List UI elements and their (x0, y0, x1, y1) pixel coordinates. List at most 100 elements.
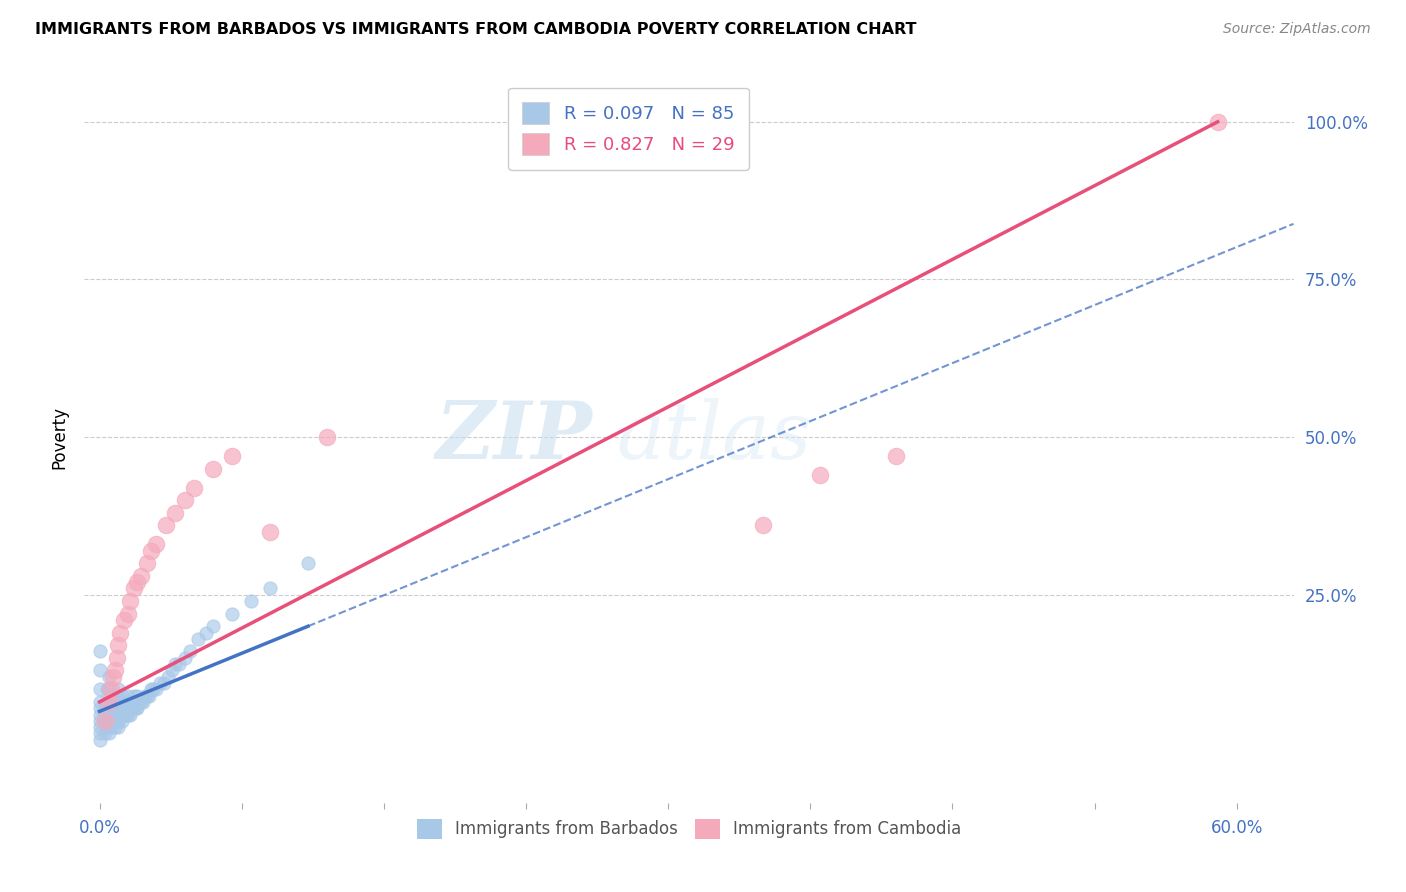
Point (107, 707, 129, 722)
Point (94, 714, 117, 728)
Point (100, 682, 122, 697)
Point (139, 543, 162, 558)
Point (149, 676, 172, 690)
Point (129, 695, 152, 709)
Point (111, 701, 134, 715)
Point (173, 493, 195, 508)
Text: IMMIGRANTS FROM BARBADOS VS IMMIGRANTS FROM CAMBODIA POVERTY CORRELATION CHART: IMMIGRANTS FROM BARBADOS VS IMMIGRANTS F… (35, 22, 917, 37)
Point (100, 720, 122, 734)
Point (117, 607, 139, 621)
Point (221, 449, 243, 463)
Point (94, 701, 117, 715)
Point (142, 682, 165, 697)
Point (89, 644, 111, 658)
Point (98, 720, 121, 734)
Point (297, 556, 319, 570)
Point (118, 594, 141, 608)
Point (111, 689, 134, 703)
Point (94, 714, 117, 728)
Point (187, 632, 209, 646)
Point (167, 657, 190, 671)
Point (115, 695, 138, 709)
Point (98, 701, 121, 715)
Point (98, 714, 121, 728)
Point (105, 701, 128, 715)
Point (117, 707, 139, 722)
Point (179, 644, 201, 658)
Point (98, 670, 121, 684)
Point (122, 701, 145, 715)
Point (316, 430, 339, 444)
Point (135, 556, 157, 570)
Point (259, 582, 281, 596)
Point (111, 714, 134, 728)
Point (156, 670, 179, 684)
Point (122, 689, 145, 703)
Point (145, 682, 167, 697)
Point (118, 707, 141, 722)
Point (110, 625, 132, 640)
Point (105, 689, 128, 703)
Point (101, 714, 124, 728)
Point (117, 701, 139, 715)
Point (134, 689, 156, 703)
Point (89, 695, 111, 709)
Point (89, 707, 111, 722)
Y-axis label: Poverty: Poverty (51, 406, 69, 468)
Point (155, 518, 177, 533)
Point (101, 689, 124, 703)
Point (96, 720, 118, 734)
Point (138, 689, 160, 703)
Point (129, 569, 152, 583)
Point (98, 695, 121, 709)
Point (122, 582, 145, 596)
Point (101, 701, 124, 715)
Point (98, 682, 121, 697)
Point (752, 518, 775, 533)
Point (107, 701, 129, 715)
Point (89, 720, 111, 734)
Point (259, 524, 281, 539)
Point (165, 506, 187, 520)
Point (107, 720, 129, 734)
Point (124, 701, 146, 715)
Legend: Immigrants from Barbados, Immigrants from Cambodia: Immigrants from Barbados, Immigrants fro… (411, 812, 967, 846)
Point (98, 707, 121, 722)
Point (100, 707, 122, 722)
Point (89, 732, 111, 747)
Point (104, 664, 127, 678)
Point (89, 701, 111, 715)
Point (145, 537, 167, 551)
Point (115, 707, 138, 722)
Point (160, 664, 183, 678)
Point (98, 695, 121, 709)
Point (89, 726, 111, 740)
Point (183, 481, 205, 495)
Point (118, 695, 141, 709)
Point (107, 682, 129, 697)
Point (107, 638, 129, 652)
Point (221, 607, 243, 621)
Point (94, 726, 117, 740)
Point (173, 650, 195, 665)
Point (808, 467, 831, 482)
Point (240, 594, 263, 608)
Text: atlas: atlas (616, 399, 811, 475)
Point (96, 695, 118, 709)
Point (194, 625, 217, 640)
Point (127, 701, 149, 715)
Point (104, 720, 127, 734)
Point (121, 701, 143, 715)
Point (107, 714, 129, 728)
Point (165, 657, 187, 671)
Point (96, 682, 118, 697)
Point (112, 613, 135, 627)
Point (1206, 115, 1229, 129)
Text: ZIP: ZIP (436, 399, 592, 475)
Point (127, 575, 149, 590)
Point (153, 676, 176, 690)
Point (128, 695, 150, 709)
Point (117, 689, 139, 703)
Point (100, 695, 122, 709)
Point (107, 695, 129, 709)
